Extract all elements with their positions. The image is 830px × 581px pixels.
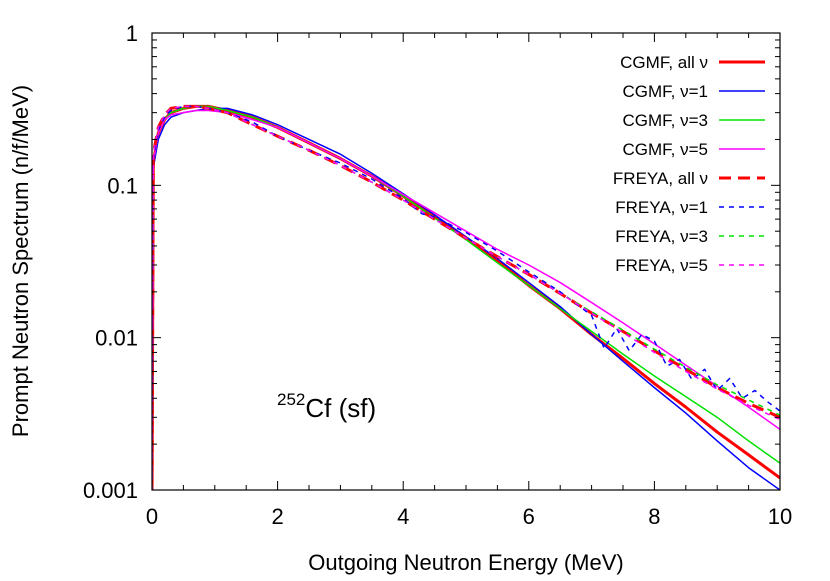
- axis-ticks: 0 2 4 6 8 10 0.001 0.01 0.1 1: [83, 21, 792, 529]
- y-axis-title: Prompt Neutron Spectrum (n/f/MeV): [8, 85, 33, 437]
- legend: CGMF, all ν CGMF, ν=1 CGMF, ν=3 CGMF, ν=5 FR…: [613, 53, 765, 275]
- legend-entry-label: CGMF, ν=1: [623, 82, 709, 101]
- series-line-6: [152, 105, 780, 490]
- plot-area: [152, 104, 780, 490]
- legend-entry-label: CGMF, ν=3: [623, 111, 709, 130]
- x-tick-label: 4: [397, 504, 409, 529]
- x-axis-title: Outgoing Neutron Energy (MeV): [308, 550, 624, 575]
- legend-entry-label: FREYA, ν=1: [615, 198, 708, 217]
- legend-entry-label: CGMF, ν=5: [623, 140, 709, 159]
- annotation-mass-number: 252: [277, 390, 305, 409]
- series-line-7: [152, 105, 780, 490]
- legend-entry-label: FREYA, all ν: [613, 169, 708, 188]
- y-tick-label: 0.1: [107, 173, 138, 198]
- x-tick-label: 0: [146, 504, 158, 529]
- x-tick-label: 6: [523, 504, 535, 529]
- series-line-4: [152, 109, 780, 490]
- annotation: 252Cf (sf): [277, 390, 376, 423]
- legend-entry-label: CGMF, all ν: [620, 53, 708, 72]
- series-line-1: [152, 104, 780, 490]
- series-line-5: [152, 104, 780, 490]
- x-tick-label: 2: [271, 504, 283, 529]
- y-tick-label: 1: [126, 21, 138, 46]
- y-tick-label: 0.001: [83, 478, 138, 503]
- x-tick-label: 8: [648, 504, 660, 529]
- annotation-text: Cf (sf): [305, 393, 376, 423]
- legend-entry-label: FREYA, ν=5: [615, 256, 708, 275]
- series-line-3: [152, 105, 780, 490]
- series-line-8: [152, 105, 780, 490]
- series-line-2: [152, 107, 780, 490]
- y-tick-label: 0.01: [95, 326, 138, 351]
- x-tick-label: 10: [768, 504, 792, 529]
- legend-entry-label: FREYA, ν=3: [615, 227, 708, 246]
